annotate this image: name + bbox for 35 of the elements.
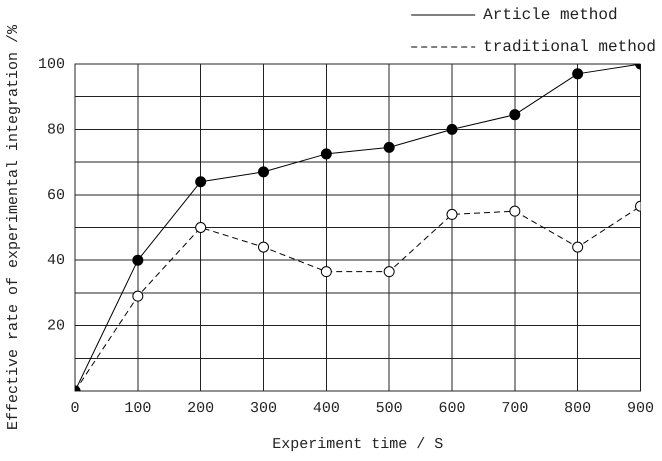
point — [446, 124, 458, 135]
point — [258, 242, 269, 253]
point — [195, 176, 206, 188]
point — [384, 142, 395, 153]
y-axis-title: Effective rate of experimental integration /% — [4, 24, 22, 430]
x-tick-label: 500 — [376, 400, 403, 417]
x-tick-label: 900 — [626, 400, 654, 417]
y-tick-label: 80 — [46, 121, 66, 138]
point — [572, 242, 584, 253]
x-tick-label: 700 — [501, 400, 528, 417]
point — [446, 208, 458, 220]
y-tick-label: 60 — [46, 186, 66, 204]
x-tick-label: 200 — [187, 400, 214, 417]
legend-label: Article method — [483, 6, 618, 24]
legend-label: traditional method — [483, 38, 656, 56]
x-tick-label: 600 — [438, 400, 466, 417]
point — [320, 148, 332, 160]
y-tick-label: 40 — [46, 252, 66, 270]
point — [509, 206, 520, 217]
x-tick-label: 400 — [312, 400, 340, 417]
point — [320, 266, 332, 278]
point — [195, 222, 206, 233]
y-tick-label: 20 — [46, 318, 66, 335]
x-tick-label: 300 — [250, 400, 278, 417]
x-axis-title: Experiment time / S — [272, 436, 444, 453]
point — [258, 166, 269, 178]
x-tick-label: 0 — [70, 400, 80, 417]
point — [572, 68, 584, 80]
y-tick-label: 100 — [38, 56, 66, 73]
point — [509, 109, 520, 120]
point — [384, 266, 395, 278]
x-tick-label: 800 — [564, 400, 592, 417]
x-tick-label: 100 — [124, 400, 152, 417]
point — [132, 290, 144, 302]
point — [132, 254, 144, 266]
